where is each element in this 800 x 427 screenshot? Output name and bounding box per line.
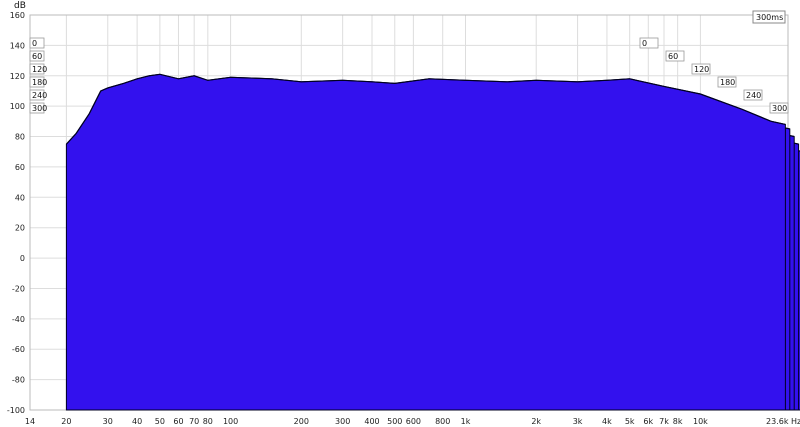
y-tick-label: 40 [15, 193, 25, 202]
time-slice-labels: 0 0 60 60 120 120 180 180 240 240 300 300 [29, 37, 789, 114]
slice-label-left: 120 [32, 65, 47, 74]
x-tick-label: 800 [435, 417, 450, 426]
x-tick-label: 8k [673, 417, 683, 426]
x-tick-label: 60 [173, 417, 183, 426]
x-tick-label: 40 [132, 417, 142, 426]
x-tick-label: 5k [625, 417, 635, 426]
slice-label-left: 240 [32, 91, 47, 100]
y-tick-label: 160 [10, 11, 25, 20]
x-tick-label: 1k [461, 417, 471, 426]
slice-label-left: 0 [32, 39, 37, 48]
slice-label-box-right [717, 76, 737, 88]
slice-label-box-left [29, 50, 45, 62]
time-span-label: 300ms [756, 13, 783, 22]
x-tick-label: 50 [155, 417, 165, 426]
y-tick-label: 20 [15, 224, 25, 233]
slice-label-left: 60 [32, 52, 42, 61]
x-tick-label: 3k [573, 417, 583, 426]
y-tick-label: 60 [15, 163, 25, 172]
x-tick-label: 80 [203, 417, 213, 426]
x-tick-label: 4k [602, 417, 612, 426]
slice-label-right: 240 [746, 91, 761, 100]
time-span-box [752, 10, 786, 24]
slice-label-box-left [29, 102, 45, 114]
slice-label-box-left [29, 63, 45, 75]
x-tick-label: 6k [643, 417, 653, 426]
slice-label-box-right [743, 89, 763, 101]
slice-label-right: 180 [720, 78, 735, 87]
y-tick-label: -20 [12, 284, 25, 293]
y-tick-label: -60 [12, 345, 25, 354]
y-tick-label: -100 [7, 406, 25, 415]
x-tick-label: 70 [189, 417, 199, 426]
x-tick-label: 20 [61, 417, 71, 426]
slice-0ms [65, 73, 786, 411]
y-tick-label: 80 [15, 133, 25, 142]
x-tick-label: 23.6k Hz [766, 417, 800, 426]
slice-edge-0ms [65, 73, 786, 145]
slice-label-box-right [639, 37, 659, 49]
x-tick-label: 300 [335, 417, 350, 426]
y-tick-label: 120 [10, 72, 25, 81]
slice-label-box-left [29, 76, 45, 88]
slice-label-left: 300 [32, 104, 47, 113]
slice-label-box-right [665, 50, 685, 62]
slice-label-box-right [691, 63, 711, 75]
y-tick-label: -40 [12, 315, 25, 324]
x-axis-ticks: 14 20 30 40 50 60 70 80 100 200 300 400 500 600 800 1k 2… [25, 417, 800, 426]
slice-label-left: 180 [32, 78, 47, 87]
x-tick-label: 400 [364, 417, 379, 426]
y-tick-label: 140 [10, 41, 25, 50]
x-tick-label: 2k [531, 417, 541, 426]
waterfall-slices [65, 73, 800, 411]
slice-label-box-left [29, 37, 45, 49]
x-tick-label: 500 [387, 417, 402, 426]
y-axis-ticks: 160 140 120 100 80 60 40 20 0 -20 -40 -60 -80 -100 [7, 11, 25, 415]
x-tick-label: 7k [659, 417, 669, 426]
x-tick-label: 10k [693, 417, 708, 426]
slice-label-right: 60 [668, 52, 678, 61]
x-tick-label: 200 [294, 417, 309, 426]
y-tick-label: 0 [20, 254, 25, 263]
slice-label-right: 300 [772, 104, 787, 113]
slice-label-box-left [29, 89, 45, 101]
y-tick-label: -80 [12, 376, 25, 385]
x-tick-label: 600 [406, 417, 421, 426]
x-tick-label: 30 [103, 417, 113, 426]
x-tick-label: 100 [223, 417, 238, 426]
slice-label-right: 120 [694, 65, 709, 74]
y-axis-label: dB [14, 1, 26, 11]
y-tick-label: 100 [10, 102, 25, 111]
x-tick-label: 14 [25, 417, 35, 426]
slice-label-right: 0 [642, 39, 647, 48]
slice-label-box-right [769, 102, 789, 114]
